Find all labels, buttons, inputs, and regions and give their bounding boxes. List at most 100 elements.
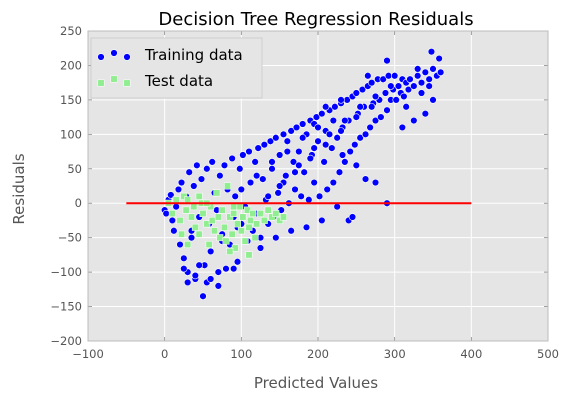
training-point	[394, 82, 403, 90]
training-point	[305, 196, 313, 204]
training-point	[216, 171, 224, 180]
training-point	[268, 158, 276, 166]
training-point	[387, 82, 395, 90]
test-point	[178, 230, 185, 238]
test-point	[251, 234, 259, 242]
test-point	[205, 241, 213, 249]
training-point	[325, 130, 334, 139]
training-point	[315, 192, 324, 201]
training-point	[333, 202, 341, 211]
training-point	[318, 109, 326, 118]
training-point	[383, 106, 391, 114]
test-point	[184, 241, 192, 249]
training-point	[283, 137, 292, 145]
x-tick-label: 200	[307, 347, 329, 361]
test-point	[260, 216, 268, 224]
test-point	[216, 234, 224, 242]
training-point	[406, 75, 414, 83]
training-point	[291, 168, 299, 176]
training-point	[410, 82, 418, 90]
training-point	[361, 175, 370, 183]
training-point	[172, 202, 180, 211]
training-point	[367, 103, 376, 111]
training-point	[197, 175, 206, 183]
training-point	[367, 78, 376, 87]
training-point	[436, 68, 445, 77]
training-point	[321, 140, 330, 149]
test-point	[224, 182, 231, 190]
training-point	[167, 191, 175, 199]
training-point	[310, 178, 318, 187]
training-point	[331, 103, 339, 111]
training-point	[410, 116, 418, 125]
y-tick-label: 0	[75, 196, 82, 210]
test-point	[182, 206, 190, 214]
training-point	[427, 47, 436, 56]
training-point	[168, 216, 177, 225]
test-point	[272, 210, 280, 218]
training-point	[180, 264, 188, 273]
training-point	[404, 85, 413, 94]
training-point	[341, 116, 349, 125]
test-point	[264, 206, 272, 214]
training-point	[254, 144, 262, 152]
training-point	[417, 78, 426, 87]
legend-training-marker	[123, 53, 131, 61]
legend-training-marker	[110, 49, 118, 57]
training-point	[214, 268, 223, 276]
training-point	[333, 134, 341, 142]
plot-frame	[87, 30, 549, 342]
y-tick-label: −100	[50, 265, 82, 279]
y-axis-label: Residuals	[10, 153, 28, 224]
y-tick-label: 150	[60, 93, 82, 107]
training-point	[275, 182, 284, 190]
training-point	[236, 165, 244, 173]
training-point	[328, 144, 336, 152]
y-tick-label: 50	[67, 162, 82, 176]
training-point	[266, 137, 275, 145]
axis-ticks: −100 0 100 200 300 400 500 −200 −150 −100 −50 0 50 10…	[50, 24, 559, 361]
training-point	[371, 92, 380, 101]
training-point	[222, 264, 230, 273]
training-point	[208, 158, 216, 166]
training-point	[364, 72, 372, 80]
training-point	[206, 275, 215, 283]
legend-test-marker	[123, 79, 131, 87]
training-point	[320, 158, 328, 166]
test-point	[176, 216, 184, 224]
training-point	[352, 89, 361, 97]
training-point	[190, 182, 198, 190]
training-point	[177, 178, 186, 187]
training-point	[256, 244, 265, 252]
test-point	[195, 230, 203, 238]
training-point	[425, 82, 433, 90]
training-point	[282, 171, 290, 180]
test-point	[195, 192, 203, 200]
training-point	[413, 72, 422, 80]
training-point	[279, 130, 288, 139]
training-point	[162, 209, 170, 218]
training-point	[203, 165, 211, 173]
training-point	[233, 258, 242, 266]
training-point	[268, 165, 276, 173]
test-point	[211, 227, 218, 235]
training-point	[348, 213, 357, 221]
training-point	[310, 144, 318, 152]
x-axis-label: Predicted Values	[254, 374, 378, 392]
training-point	[314, 137, 322, 145]
training-point	[337, 96, 345, 104]
legend-label-training: Training data	[144, 46, 243, 64]
training-point	[379, 75, 387, 83]
training-point	[191, 271, 200, 280]
test-point	[172, 196, 180, 204]
training-point	[338, 151, 347, 159]
legend-training-marker	[97, 53, 105, 61]
training-point	[329, 178, 338, 187]
test-point	[184, 196, 192, 204]
training-point	[245, 147, 253, 156]
legend-test-marker	[97, 79, 105, 87]
test-point	[218, 206, 226, 214]
training-point	[231, 192, 239, 201]
